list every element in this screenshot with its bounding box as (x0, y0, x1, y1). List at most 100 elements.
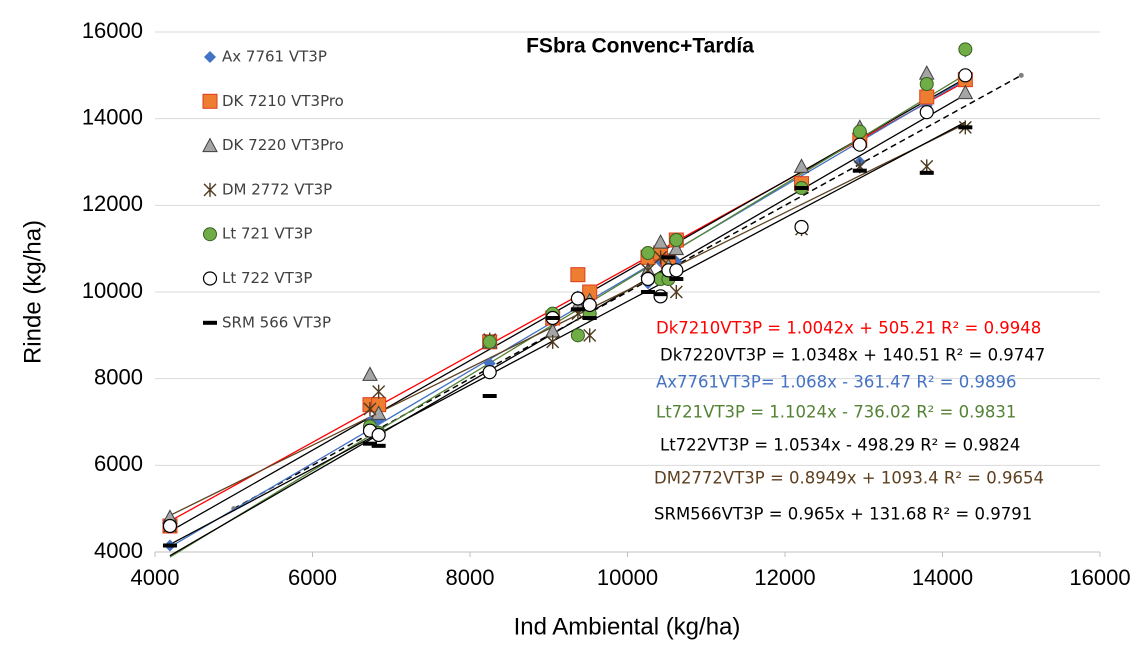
marker (852, 168, 867, 173)
marker (794, 186, 809, 190)
legend-label: Lt 721 VT3P (222, 225, 312, 243)
marker (919, 170, 934, 175)
marker (583, 328, 597, 343)
marker (793, 158, 810, 173)
marker (582, 316, 597, 320)
legend-label: SRM 566 VT3P (222, 313, 331, 331)
y-tick-label: 16000 (82, 18, 143, 43)
trendline-equation: Lt722VT3P = 1.0534x - 498.29 R² = 0.9824 (660, 436, 1020, 455)
trendline-equation: Ax7761VT3P= 1.068x - 361.47 R² = 0.9896 (656, 373, 1016, 392)
marker (570, 267, 586, 283)
marker (653, 292, 668, 297)
marker (669, 277, 684, 281)
trendline (169, 123, 966, 517)
marker (919, 89, 935, 105)
x-tick-label: 10000 (597, 565, 658, 590)
marker (852, 124, 867, 139)
marker (661, 255, 676, 260)
trendline (169, 77, 966, 532)
legend-label: DM 2772 VT3P (222, 180, 332, 198)
marker (570, 291, 585, 306)
y-tick-label: 6000 (94, 451, 143, 476)
marker (202, 137, 218, 153)
legend-entry: Lt 722 VT3P (202, 269, 312, 287)
marker (162, 518, 178, 534)
marker (371, 427, 386, 443)
marker (919, 105, 934, 120)
marker (640, 290, 655, 294)
trendline-equation: DM2772VT3P = 0.8949x + 1093.4 R² = 0.965… (654, 469, 1044, 488)
trendline (169, 79, 966, 548)
marker (653, 289, 668, 304)
x-axis-title: Ind Ambiental (kg/ha) (514, 613, 741, 640)
marker (482, 365, 497, 380)
marker (958, 125, 973, 130)
marker (570, 307, 585, 312)
x-tick-label: 14000 (912, 565, 973, 590)
legend-entry: DM 2772 VT3P (203, 180, 332, 198)
marker (202, 93, 218, 109)
marker (482, 394, 497, 398)
trendline-equation: SRM566VT3P = 0.965x + 131.68 R² = 0.9791 (654, 505, 1032, 524)
marker (570, 328, 585, 343)
marker (957, 84, 974, 100)
marker (372, 384, 386, 399)
marker (370, 405, 387, 420)
marker (668, 240, 685, 256)
marker (794, 219, 809, 235)
trendline (169, 94, 966, 557)
legend-entry: DK 7210 VT3Pro (202, 92, 344, 110)
reference-point (1018, 72, 1024, 78)
y-tick-label: 14000 (82, 104, 143, 129)
trendline (169, 121, 966, 545)
marker (669, 263, 684, 278)
trendline-equation: Dk7220VT3P = 1.0348x + 140.51 R² = 0.974… (660, 346, 1045, 365)
marker (371, 443, 386, 448)
marker (652, 234, 669, 249)
marker (362, 441, 377, 446)
y-tick-label: 12000 (82, 191, 143, 216)
marker (958, 42, 973, 57)
marker (852, 137, 867, 152)
x-tick-label: 6000 (288, 565, 337, 590)
marker (958, 68, 973, 83)
legend-label: DK 7210 VT3Pro (222, 92, 344, 110)
marker (640, 246, 655, 260)
y-tick-label: 8000 (94, 364, 143, 389)
marker (546, 334, 560, 349)
legend-entry: Lt 721 VT3P (203, 225, 312, 243)
chart-title: FSbra Convenc+Tardía (526, 35, 754, 58)
marker (204, 51, 216, 63)
x-tick-label: 12000 (754, 565, 815, 590)
marker (203, 182, 217, 197)
x-tick-label: 16000 (1069, 565, 1130, 590)
trendline-equation: Lt721VT3P = 1.1024x - 736.02 R² = 0.9831 (656, 403, 1016, 422)
legend-label: Lt 722 VT3P (222, 269, 312, 287)
marker (919, 77, 934, 91)
marker (654, 250, 668, 265)
legend-label: Ax 7761 VT3P (222, 48, 327, 66)
marker (669, 233, 684, 247)
legend-entry: Ax 7761 VT3P (204, 48, 327, 66)
trendline (169, 74, 966, 558)
marker (545, 316, 560, 320)
y-tick-label: 4000 (94, 538, 143, 563)
marker (202, 271, 218, 286)
y-tick-label: 10000 (82, 278, 143, 303)
legend-entry: DK 7220 VT3Pro (202, 136, 344, 154)
marker (362, 366, 378, 381)
marker (203, 227, 217, 242)
marker (482, 334, 497, 349)
trendline-equation: Dk7210VT3P = 1.0042x + 505.21 R² = 0.994… (656, 319, 1041, 338)
marker (203, 320, 217, 325)
marker (640, 271, 656, 287)
marker (582, 297, 597, 313)
legend-entry: SRM 566 VT3P (203, 313, 331, 331)
x-tick-label: 8000 (446, 565, 495, 590)
marker (363, 402, 377, 416)
marker (669, 285, 683, 299)
legend-label: DK 7220 VT3Pro (222, 136, 344, 154)
x-tick-label: 4000 (131, 565, 180, 590)
y-axis-title: Rinde (kg/ha) (19, 220, 46, 364)
